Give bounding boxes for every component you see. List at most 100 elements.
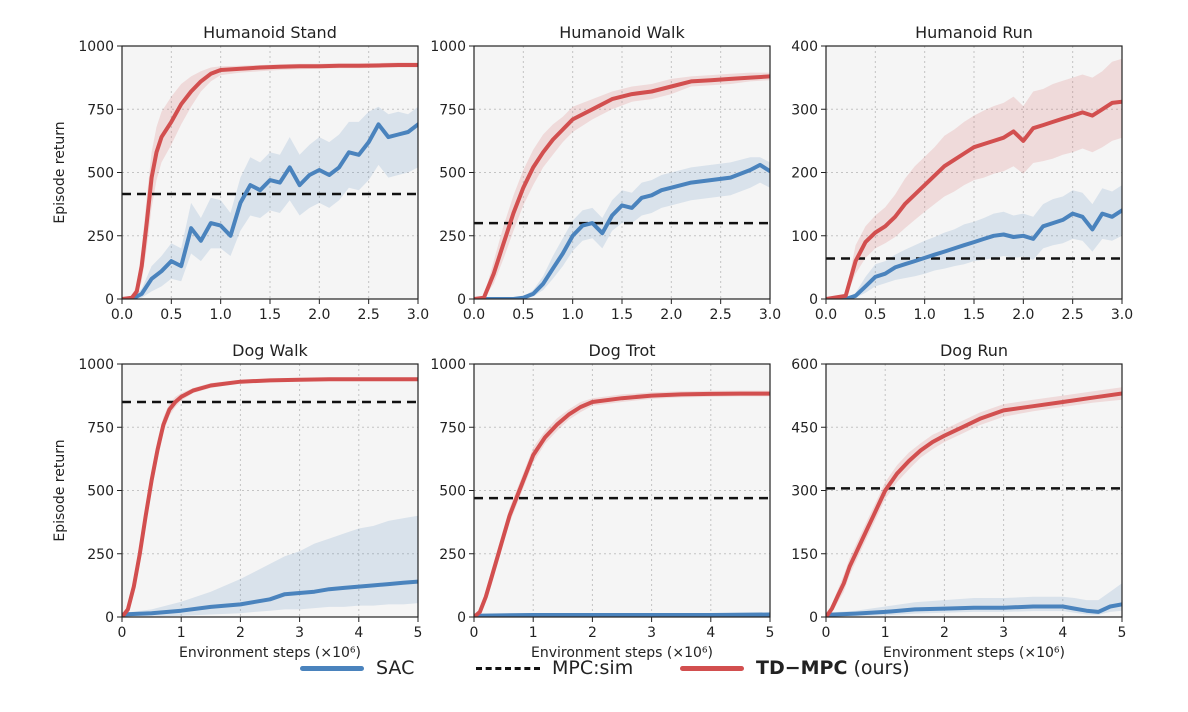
x-tick-label: 3: [647, 625, 656, 641]
plot-area: [474, 390, 770, 617]
x-tick-label: 1.5: [963, 307, 985, 323]
y-tick-label: 0: [105, 292, 114, 308]
x-tick-label: 5: [766, 625, 775, 641]
chart-panel-5: 0 1 2 3 4 5 0 250 500 750 1000 Dog Trot Environment …: [430, 341, 774, 661]
x-axis-label: Environment steps (×10⁶): [531, 645, 713, 661]
series-line-tdmpc: [826, 99, 1122, 299]
series-line-sac: [826, 602, 1122, 617]
series-line-tdmpc: [474, 391, 770, 617]
x-tick-label: 3.0: [1111, 307, 1133, 323]
x-tick-label: 0.5: [160, 307, 182, 323]
x-tick-label: 3: [999, 625, 1008, 641]
legend-item-mpc-sim: MPC:sim: [476, 648, 633, 688]
series-line-sac: [474, 162, 770, 299]
plot-area: [474, 72, 770, 299]
legend-item-sac: SAC: [300, 648, 414, 688]
x-tick-label: 1.0: [210, 307, 232, 323]
x-axis-label: Environment steps (×10⁶): [883, 645, 1065, 661]
plot-area: [122, 62, 418, 299]
x-tick-label: 2.0: [308, 307, 330, 323]
y-tick-label: 1000: [78, 39, 114, 55]
x-tick-label: 0: [822, 625, 831, 641]
series-line-sac: [474, 612, 770, 617]
series-band-sac: [122, 515, 418, 617]
series-line-sac: [122, 579, 418, 617]
x-tick-label: 0.0: [815, 307, 837, 323]
x-tick-label: 2.5: [1062, 307, 1084, 323]
legend-label-tdmpc: TD−MPC: [756, 657, 848, 679]
x-tick-label: 2.0: [660, 307, 682, 323]
chart-title: Humanoid Walk: [559, 23, 685, 42]
y-tick-label: 750: [439, 420, 466, 436]
y-tick-label: 400: [791, 39, 818, 55]
x-tick-label: 2: [236, 625, 245, 641]
plot-area: [826, 387, 1122, 617]
y-tick-label: 250: [87, 547, 114, 563]
y-tick-label: 750: [439, 102, 466, 118]
plot-area: [122, 377, 418, 617]
y-tick-label: 0: [809, 610, 818, 626]
x-tick-label: 5: [1118, 625, 1127, 641]
chart-title: Dog Run: [940, 341, 1008, 360]
x-tick-label: 3: [295, 625, 304, 641]
chart-title: Dog Trot: [588, 341, 655, 360]
series-band-tdmpc: [826, 58, 1122, 299]
series-band-sac: [826, 583, 1122, 617]
x-tick-label: 0.0: [111, 307, 133, 323]
chart-panel-1: 0.0 0.5 1.0 1.5 2.0 2.5 3.0 0 250 500 750 1000 Human…: [52, 23, 429, 323]
chart-panel-3: 0.0 0.5 1.0 1.5 2.0 2.5 3.0 0 100 200 300 400 Humano…: [791, 23, 1133, 323]
x-tick-label: 0.5: [864, 307, 886, 323]
legend-label-mpc-sim: MPC:sim: [552, 657, 634, 679]
y-tick-label: 0: [809, 292, 818, 308]
y-tick-label: 0: [457, 292, 466, 308]
x-tick-label: 1: [881, 625, 890, 641]
legend-swatch-sac: [300, 665, 364, 671]
y-tick-label: 450: [791, 420, 818, 436]
y-tick-label: 250: [439, 229, 466, 245]
chart-title: Humanoid Run: [915, 23, 1033, 42]
x-tick-label: 4: [706, 625, 715, 641]
y-tick-label: 250: [87, 229, 114, 245]
legend-item-tdmpc: TD−MPC (ours): [680, 648, 910, 688]
y-tick-label: 300: [791, 484, 818, 500]
series-band-sac: [474, 157, 770, 299]
series-line-tdmpc: [826, 391, 1122, 617]
chart-title: Humanoid Stand: [203, 23, 337, 42]
x-axis-label: Environment steps (×10⁶): [179, 645, 361, 661]
x-tick-label: 2: [588, 625, 597, 641]
chart-panel-2: 0.0 0.5 1.0 1.5 2.0 2.5 3.0 0 250 500 750 1000 Human…: [430, 23, 781, 323]
y-tick-label: 500: [87, 166, 114, 182]
x-tick-label: 0: [118, 625, 127, 641]
series-line-tdmpc: [122, 377, 418, 617]
y-tick-label: 150: [791, 547, 818, 563]
y-axis-label: Episode return: [52, 439, 68, 541]
x-tick-label: 5: [414, 625, 423, 641]
legend: SAC MPC:sim TD−MPC (ours): [0, 648, 1188, 688]
x-tick-label: 0.0: [463, 307, 485, 323]
y-tick-label: 0: [105, 610, 114, 626]
y-tick-label: 0: [457, 610, 466, 626]
legend-swatch-mpc-sim: [476, 666, 540, 670]
y-tick-label: 500: [87, 484, 114, 500]
y-tick-label: 500: [439, 166, 466, 182]
x-tick-label: 4: [354, 625, 363, 641]
series-line-tdmpc: [474, 74, 770, 299]
x-tick-label: 0.5: [512, 307, 534, 323]
legend-swatch-tdmpc: [680, 665, 744, 671]
x-tick-label: 1.5: [259, 307, 281, 323]
series-band-sac: [122, 106, 418, 299]
y-tick-label: 1000: [78, 357, 114, 373]
x-tick-label: 3.0: [407, 307, 429, 323]
y-tick-label: 100: [791, 229, 818, 245]
y-tick-label: 300: [791, 102, 818, 118]
x-tick-label: 0: [470, 625, 479, 641]
x-tick-label: 2.5: [358, 307, 380, 323]
x-tick-label: 1.5: [611, 307, 633, 323]
x-tick-label: 4: [1058, 625, 1067, 641]
x-tick-label: 2: [940, 625, 949, 641]
y-tick-label: 200: [791, 166, 818, 182]
y-tick-label: 600: [791, 357, 818, 373]
series-line-tdmpc: [122, 63, 418, 299]
